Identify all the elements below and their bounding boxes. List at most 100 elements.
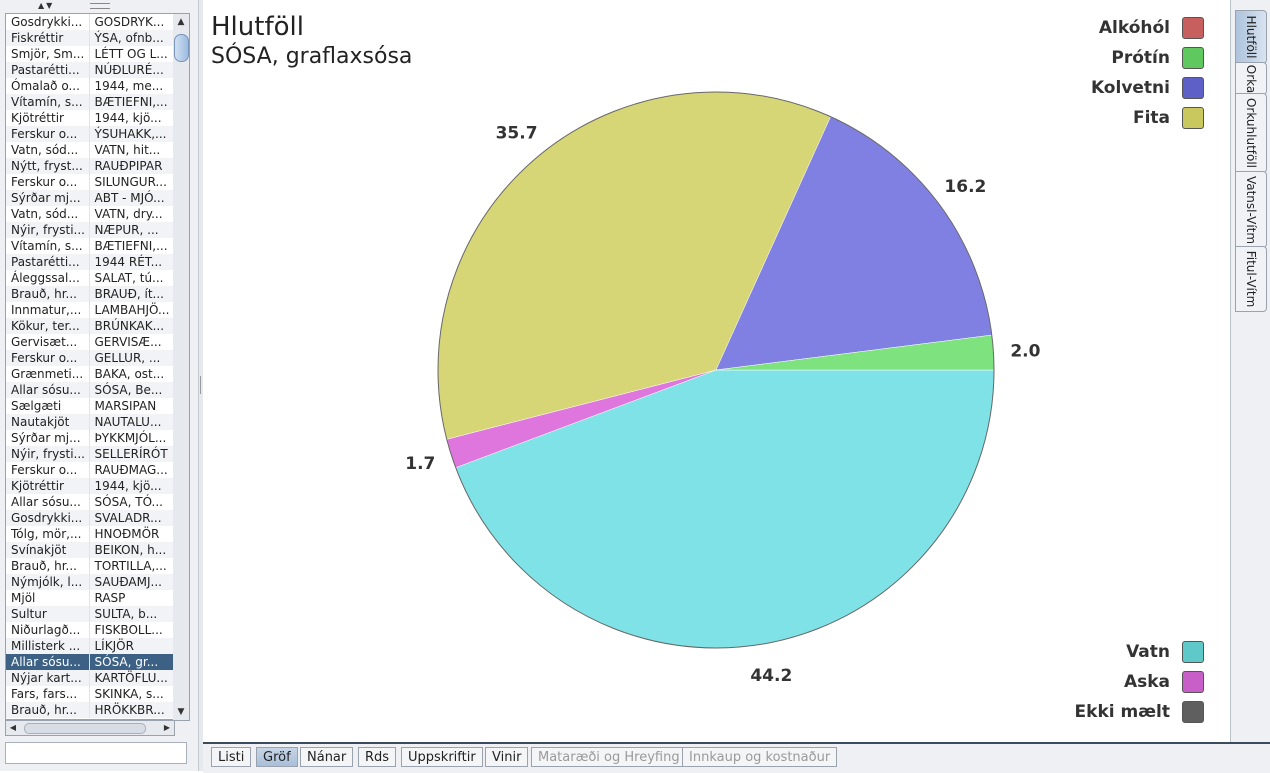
chart-title: Hlutföll bbox=[211, 12, 304, 42]
list-item[interactable]: Sýrðar mj... ÞYKKMJÓL... bbox=[6, 430, 174, 446]
horizontal-scroll-thumb[interactable] bbox=[24, 723, 146, 734]
list-item[interactable]: Áleggssal... SALAT, tú... bbox=[6, 270, 174, 286]
tab-label: Orka bbox=[1244, 64, 1258, 93]
top-legend-entry: Alkóhól bbox=[1099, 17, 1204, 39]
list-item[interactable]: Nýmjólk, l... SAUÐAMJ... bbox=[6, 574, 174, 590]
vertical-scrollbar[interactable]: ▲ ▼ bbox=[173, 13, 190, 721]
list-item[interactable]: Gosdrykki... SVALADR... bbox=[6, 510, 174, 526]
list-item[interactable]: Grænmeti... BAKA, ost... bbox=[6, 366, 174, 382]
tab-orka[interactable]: Orka bbox=[1235, 62, 1267, 95]
scroll-down-arrow-icon[interactable]: ▼ bbox=[177, 707, 185, 717]
list-item-name: TORTILLA,... bbox=[94, 559, 167, 573]
list-item[interactable]: Svínakjöt BEIKON, h... bbox=[6, 542, 174, 558]
list-item[interactable]: Nýir, frysti... NÆPUR, ... bbox=[6, 222, 174, 238]
list-item[interactable]: Brauð, hr... HRÖKKBR... bbox=[6, 702, 174, 718]
list-item-name: RAUÐMAG... bbox=[94, 463, 168, 477]
tab-gröf[interactable]: Gröf bbox=[256, 747, 298, 767]
pie-outline bbox=[437, 91, 995, 649]
list-item-name: ABT - MJÓ... bbox=[94, 191, 165, 205]
legend-swatch bbox=[1182, 641, 1204, 663]
list-item[interactable]: Allar sósu... SÓSA, TÓ... bbox=[6, 494, 174, 510]
list-item[interactable]: Ómalað o... 1944, me... bbox=[6, 78, 174, 94]
list-item[interactable]: Niðurlagð... FISKBOLL... bbox=[6, 622, 174, 638]
list-item[interactable]: Sælgæti MARSIPAN bbox=[6, 398, 174, 414]
list-item-name: BRAUÐ, ít... bbox=[94, 287, 165, 301]
tab-hlutföll[interactable]: Hlutföll bbox=[1235, 10, 1267, 64]
list-item[interactable]: Allar sósu... SÓSA, Be... bbox=[6, 382, 174, 398]
list-item-name: 1944, me... bbox=[94, 79, 164, 93]
list-item[interactable]: Kökur, ter... BRÚNKAK... bbox=[6, 318, 174, 334]
list-item[interactable]: Vítamín, s... BÆTIEFNI,... bbox=[6, 238, 174, 254]
list-item[interactable]: Brauð, hr... BRAUÐ, ít... bbox=[6, 286, 174, 302]
list-item-category: Vítamín, s... bbox=[6, 94, 90, 110]
list-item-category: Gervisæt... bbox=[6, 334, 90, 350]
list-item[interactable]: Ferskur o... RAUÐMAG... bbox=[6, 462, 174, 478]
list-item-category: Ferskur o... bbox=[6, 350, 90, 366]
list-item-category: Fars, fars... bbox=[6, 686, 90, 702]
list-item[interactable]: Ferskur o... GELLUR, ... bbox=[6, 350, 174, 366]
tab-vatnsl-vítm[interactable]: Vatnsl-Vítm bbox=[1235, 171, 1267, 248]
list-item-category: Sýrðar mj... bbox=[6, 190, 90, 206]
list-item[interactable]: Pastarétti... NÚÐLURÉ... bbox=[6, 62, 174, 78]
list-item[interactable]: Fiskréttir ÝSA, ofnb... bbox=[6, 30, 174, 46]
scroll-left-arrow-icon[interactable]: ◀ bbox=[9, 723, 17, 732]
list-item-category: Kjötréttir bbox=[6, 110, 90, 126]
list-item-category: Gosdrykki... bbox=[6, 510, 90, 526]
search-input[interactable] bbox=[5, 742, 187, 764]
legend-label: Fita bbox=[1132, 108, 1170, 128]
list-item[interactable]: Brauð, hr... TORTILLA,... bbox=[6, 558, 174, 574]
list-item[interactable]: Nýtt, fryst... RAUÐPIPAR bbox=[6, 158, 174, 174]
list-item[interactable]: Nautakjöt NAUTALU... bbox=[6, 414, 174, 430]
list-item[interactable]: Smjör, Sm... LÉTT OG L... bbox=[6, 46, 174, 62]
list-item[interactable]: Millisterk ... LÍKJÖR bbox=[6, 638, 174, 654]
list-item-category: Ferskur o... bbox=[6, 462, 90, 478]
tab-fitul-vítm[interactable]: Fitul-Vítm bbox=[1235, 246, 1267, 312]
split-pane-header[interactable]: ▲▼ bbox=[4, 0, 190, 12]
food-list-panel: ▲▼ Gosdrykki... GOSDRYK... Fiskréttir ÝSA, … bbox=[0, 0, 198, 771]
scroll-thumb[interactable] bbox=[174, 34, 189, 62]
list-item-name: NAUTALU... bbox=[94, 415, 162, 429]
list-item[interactable]: Ferskur o... ÝSUHAKK,... bbox=[6, 126, 174, 142]
list-item[interactable]: Pastarétti... 1944 RÉT... bbox=[6, 254, 174, 270]
list-item[interactable]: Allar sósu... SÓSA, gr... bbox=[6, 654, 174, 670]
list-item-name: LÉTT OG L... bbox=[94, 47, 168, 61]
horizontal-scrollbar[interactable]: ◀ ▶ bbox=[5, 720, 175, 736]
list-item[interactable]: Sýrðar mj... ABT - MJÓ... bbox=[6, 190, 174, 206]
list-item[interactable]: Ferskur o... SILUNGUR... bbox=[6, 174, 174, 190]
list-item[interactable]: Vatn, sód... VATN, hit... bbox=[6, 142, 174, 158]
list-item[interactable]: Fars, fars... SKINKA, s... bbox=[6, 686, 174, 702]
list-item[interactable]: Innmatur,... LAMBAHJÖ... bbox=[6, 302, 174, 318]
list-item[interactable]: Nýjar kart... KARTÖFLU... bbox=[6, 670, 174, 686]
splitter-grip-icon[interactable] bbox=[90, 3, 110, 9]
list-item[interactable]: Vatn, sód... VATN, dry... bbox=[6, 206, 174, 222]
scroll-right-arrow-icon[interactable]: ▶ bbox=[163, 723, 171, 732]
list-item[interactable]: Kjötréttir 1944, kjö... bbox=[6, 110, 174, 126]
list-item-name: ÞYKKMJÓL... bbox=[94, 431, 167, 445]
scroll-up-arrow-icon[interactable]: ▲ bbox=[177, 17, 185, 27]
list-item[interactable]: Sultur SULTA, b... bbox=[6, 606, 174, 622]
list-item[interactable]: Nýir, frysti... SELLERÍRÓT bbox=[6, 446, 174, 462]
tab-listi[interactable]: Listi bbox=[211, 747, 252, 767]
tab-vinir[interactable]: Vinir bbox=[485, 747, 529, 767]
pie-value-label: 44.2 bbox=[750, 666, 792, 686]
bottom-tab-strip: Listi Gröf Nánar Rds Uppskriftir Vinir Mataræð… bbox=[203, 742, 1270, 773]
list-item[interactable]: Gosdrykki... GOSDRYK... bbox=[6, 14, 174, 30]
tab-uppskriftir[interactable]: Uppskriftir bbox=[401, 747, 483, 767]
list-item-name: SILUNGUR... bbox=[94, 175, 167, 189]
list-item[interactable]: Tólg, mör,... HNOÐMÖR bbox=[6, 526, 174, 542]
list-item-category: Allar sósu... bbox=[6, 382, 90, 398]
list-item-category: Brauð, hr... bbox=[6, 558, 90, 574]
list-item[interactable]: Gervisæt... GERVISÆ... bbox=[6, 334, 174, 350]
list-item[interactable]: Vítamín, s... BÆTIEFNI,... bbox=[6, 94, 174, 110]
collapse-arrows-icon[interactable]: ▲▼ bbox=[38, 1, 55, 10]
food-list[interactable]: Gosdrykki... GOSDRYK... Fiskréttir ÝSA, ofn… bbox=[5, 13, 175, 720]
list-item[interactable]: Kjötréttir 1944, kjö... bbox=[6, 478, 174, 494]
list-item[interactable]: Mjöl RASP bbox=[6, 590, 174, 606]
legend-label: Kolvetni bbox=[1090, 78, 1170, 98]
tab-orkuhlutföll[interactable]: Orkuhlutföll bbox=[1235, 93, 1267, 173]
list-item-name: LÍKJÖR bbox=[94, 639, 134, 653]
list-item-category: Smjör, Sm... bbox=[6, 46, 90, 62]
tab-nánar[interactable]: Nánar bbox=[300, 747, 354, 767]
tab-rds[interactable]: Rds bbox=[358, 747, 397, 767]
list-item-name: SÓSA, Be... bbox=[94, 383, 163, 397]
